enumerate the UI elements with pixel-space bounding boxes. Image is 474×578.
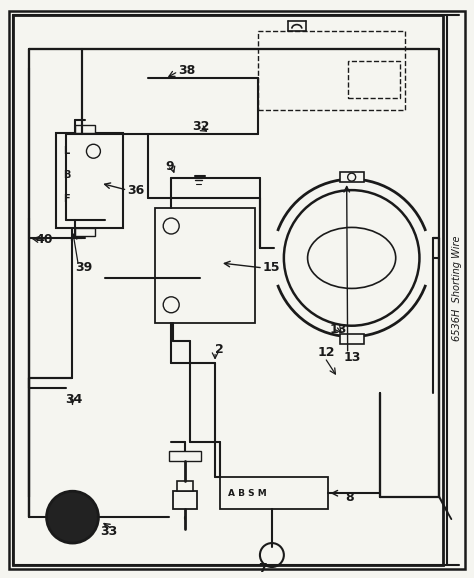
Bar <box>340 334 364 344</box>
Bar <box>75 228 95 236</box>
Text: 39: 39 <box>75 261 93 275</box>
Circle shape <box>46 491 99 543</box>
Text: 32: 32 <box>192 120 210 133</box>
Text: A B S M: A B S M <box>228 489 267 498</box>
Text: 9: 9 <box>165 160 174 173</box>
Text: L: L <box>64 146 70 156</box>
Bar <box>169 451 201 461</box>
Bar <box>173 491 197 509</box>
Text: F: F <box>64 194 70 204</box>
Text: 6536H  Shorting Wire: 6536H Shorting Wire <box>452 235 462 340</box>
Text: 7: 7 <box>258 562 267 576</box>
Circle shape <box>163 297 179 313</box>
Circle shape <box>163 218 179 234</box>
Text: 12: 12 <box>318 346 335 359</box>
Text: 38: 38 <box>178 64 195 77</box>
Text: 8: 8 <box>346 491 354 503</box>
Bar <box>177 481 193 491</box>
Bar <box>75 125 95 134</box>
Bar <box>55 134 123 228</box>
Circle shape <box>260 543 284 567</box>
Text: 15: 15 <box>263 261 281 275</box>
Text: B: B <box>64 170 71 180</box>
Bar <box>258 31 405 110</box>
Text: 13: 13 <box>330 323 347 336</box>
Circle shape <box>284 190 419 326</box>
Text: 13: 13 <box>344 351 361 364</box>
Bar <box>347 61 400 98</box>
Text: 33: 33 <box>100 525 118 538</box>
Text: 36: 36 <box>128 184 145 197</box>
Text: 40: 40 <box>36 234 53 246</box>
Bar <box>220 477 328 509</box>
Text: 34: 34 <box>65 393 83 406</box>
Text: 2: 2 <box>215 343 224 356</box>
Bar <box>155 208 255 323</box>
Bar <box>340 172 364 182</box>
